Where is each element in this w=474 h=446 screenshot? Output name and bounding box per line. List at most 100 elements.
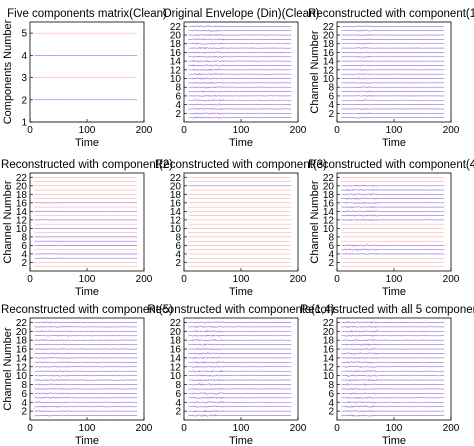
- x-tick-label: 100: [233, 423, 250, 434]
- signal-trace-11: [341, 369, 445, 373]
- signal-trace-19: [34, 334, 138, 337]
- y-tick-label: 8: [328, 380, 334, 391]
- signal-trace-5: [341, 99, 445, 102]
- y-tick-label: 14: [323, 353, 335, 364]
- signal-trace-6: [34, 244, 138, 247]
- plot-frame: [29, 172, 145, 272]
- plot-frame: [336, 172, 452, 272]
- signal-trace-20: [341, 184, 445, 187]
- signal-trace-13: [188, 64, 292, 67]
- y-tick-label: 6: [328, 389, 334, 400]
- x-axis-label: Time: [229, 286, 253, 298]
- signal-trace-3: [341, 405, 445, 409]
- signal-trace-13: [34, 361, 138, 364]
- signal-trace-7: [34, 240, 138, 242]
- y-tick-label: 4: [328, 249, 334, 260]
- signal-trace-2: [188, 409, 292, 413]
- y-tick-label: 8: [21, 232, 27, 243]
- y-tick-label: 18: [323, 39, 335, 50]
- y-tick-label: 2: [328, 407, 334, 418]
- y-tick-label: 14: [170, 353, 182, 364]
- signal-trace-18: [341, 192, 445, 196]
- subplot-title: Reconstructed with components(1,4): [147, 304, 334, 316]
- signal-trace-5: [341, 396, 445, 400]
- signal-trace-21: [341, 29, 445, 32]
- signal-trace-8: [34, 383, 138, 386]
- y-tick-label: 4: [328, 100, 334, 111]
- subplot-title: Reconstructed with component(3): [155, 159, 327, 171]
- x-tick-label: 200: [443, 423, 460, 434]
- x-tick-label: 200: [290, 423, 307, 434]
- y-tick-label: 4: [21, 249, 27, 260]
- signal-trace-22: [34, 321, 138, 324]
- x-tick-label: 0: [334, 423, 340, 434]
- signal-trace-16: [188, 347, 292, 351]
- signal-trace-6: [34, 392, 138, 395]
- signal-trace-5: [188, 396, 292, 400]
- y-tick-label: 20: [323, 31, 335, 42]
- y-tick-label: 1: [21, 118, 27, 129]
- y-tick-label: 8: [175, 380, 181, 391]
- signal-trace-14: [341, 209, 445, 213]
- x-tick-label: 200: [290, 274, 307, 285]
- signal-trace-17: [188, 343, 292, 346]
- y-tick-label: 20: [170, 327, 182, 338]
- plot-frame: [29, 317, 145, 421]
- signal-trace-7: [34, 387, 138, 391]
- y-tick-label: 10: [16, 371, 28, 382]
- y-tick-label: 10: [16, 224, 28, 235]
- x-tick-label: 0: [334, 125, 340, 136]
- y-tick-label: 6: [328, 91, 334, 102]
- signal-trace-16: [34, 348, 138, 350]
- signal-trace-10: [34, 374, 138, 377]
- signal-trace-12: [34, 219, 138, 221]
- subplot-title: Reconstructed with all 5 components: [300, 304, 474, 316]
- signal-trace-21: [188, 29, 292, 32]
- subplot-title: Reconstructed with component(2): [1, 159, 173, 171]
- y-tick-label: 6: [328, 241, 334, 252]
- signal-trace-20: [188, 33, 292, 37]
- signal-trace-17: [34, 343, 138, 346]
- signal-trace-14: [188, 356, 292, 360]
- signal-trace-1: [188, 414, 292, 417]
- signal-trace-4: [341, 401, 445, 404]
- y-tick-label: 14: [16, 207, 28, 218]
- y-tick-label: 18: [16, 336, 28, 347]
- x-tick-label: 0: [27, 423, 33, 434]
- y-tick-label: 10: [323, 371, 335, 382]
- y-tick-label: 6: [175, 91, 181, 102]
- traces: [34, 32, 138, 123]
- signal-trace-5: [188, 99, 292, 102]
- signal-trace-19: [341, 38, 445, 41]
- signal-trace-13: [341, 64, 445, 67]
- x-tick-label: 200: [136, 274, 153, 285]
- signal-trace-12: [341, 218, 445, 222]
- y-tick-label: 20: [16, 327, 28, 338]
- x-tick-label: 200: [136, 423, 153, 434]
- y-tick-label: 22: [323, 173, 335, 184]
- signal-trace-18: [188, 338, 292, 342]
- signal-trace-15: [341, 352, 445, 355]
- y-tick-label: 10: [323, 224, 335, 235]
- signal-trace-10: [341, 374, 445, 377]
- signal-trace-5: [341, 248, 445, 251]
- signal-trace-6: [341, 392, 445, 395]
- y-tick-label: 4: [21, 398, 27, 409]
- signal-trace-3: [341, 107, 445, 110]
- y-tick-label: 5: [21, 29, 27, 40]
- y-tick-label: 20: [323, 181, 335, 192]
- subplot-9: Reconstructed with all 5 components 0 100 2…: [300, 304, 474, 446]
- y-tick-label: 16: [170, 48, 182, 59]
- y-tick-label: 4: [175, 100, 181, 111]
- y-tick-label: 2: [21, 95, 27, 106]
- traces: [341, 25, 445, 119]
- subplot-5: Reconstructed with component(3) 0 100 200 24…: [155, 159, 327, 298]
- signal-trace-18: [341, 42, 445, 45]
- y-tick-label: 4: [175, 398, 181, 409]
- signal-trace-14: [341, 60, 445, 63]
- signal-trace-8: [341, 86, 445, 89]
- signal-trace-2: [34, 410, 138, 413]
- y-axis-label: Channel Number: [2, 327, 14, 410]
- y-tick-label: 4: [328, 398, 334, 409]
